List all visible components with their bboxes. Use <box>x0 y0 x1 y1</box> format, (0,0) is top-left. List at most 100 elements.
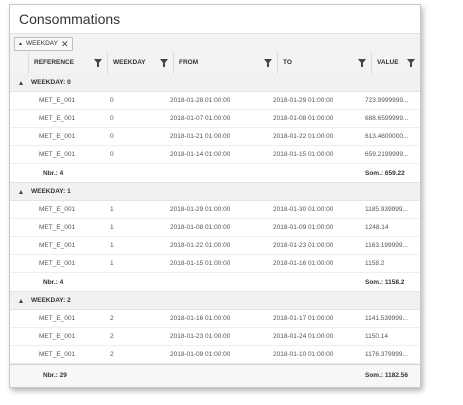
group-label: WEEKDAY: 1 <box>31 188 71 195</box>
filter-icon[interactable] <box>94 59 102 67</box>
cell-reference: MET_E_001 <box>39 333 76 340</box>
filter-icon[interactable] <box>358 59 366 67</box>
cell-weekday: 0 <box>110 97 114 104</box>
table-row[interactable]: MET_E_001 1 2018-01-29 01:00:00 2018-01-… <box>10 201 420 219</box>
cell-reference: MET_E_001 <box>39 351 76 358</box>
cell-from: 2018-01-22 01:00:00 <box>170 242 231 249</box>
cell-from: 2018-01-21 01:00:00 <box>170 133 231 140</box>
cell-value: 688.6599999... <box>365 115 409 122</box>
close-icon[interactable]: ✕ <box>60 39 69 49</box>
group-footer: Nbr.: 4 Som.: 659.22 <box>10 164 420 183</box>
cell-reference: MET_E_001 <box>39 242 76 249</box>
cell-to: 2018-01-17 01:00:00 <box>273 315 334 322</box>
column-header-from[interactable]: FROM <box>173 52 277 74</box>
table-row[interactable]: MET_E_001 1 2018-01-15 01:00:00 2018-01-… <box>10 255 420 273</box>
column-header-label: FROM <box>179 59 199 66</box>
group-chip-label: WEEKDAY <box>25 40 58 47</box>
grid-footer-count: Nbr.: 29 <box>43 372 67 379</box>
table-row[interactable]: MET_E_001 1 2018-01-22 01:00:00 2018-01-… <box>10 237 420 255</box>
sort-up-icon: ▲ <box>18 41 23 47</box>
column-header-reference[interactable]: REFERENCE <box>28 52 107 74</box>
consommations-panel: Consommations ▲ WEEKDAY ✕ REFERENCE WEEK… <box>9 4 421 388</box>
cell-from: 2018-01-16 01:00:00 <box>170 315 231 322</box>
cell-from: 2018-01-15 01:00:00 <box>170 260 231 267</box>
column-header-to[interactable]: TO <box>277 52 371 74</box>
cell-to: 2018-01-10 01:00:00 <box>273 351 334 358</box>
group-footer-count: Nbr.: 4 <box>43 170 64 177</box>
table-row[interactable]: MET_E_001 0 2018-01-14 01:00:00 2018-01-… <box>10 146 420 164</box>
cell-weekday: 0 <box>110 133 114 140</box>
cell-to: 2018-01-23 01:00:00 <box>273 242 334 249</box>
cell-value: 1185.939999... <box>365 206 408 213</box>
collapse-icon[interactable] <box>19 81 23 85</box>
cell-to: 2018-01-08 01:00:00 <box>273 115 334 122</box>
cell-reference: MET_E_001 <box>39 115 76 122</box>
cell-weekday: 1 <box>110 206 114 213</box>
grid-footer: Nbr.: 29 Som.: 1182.56 <box>10 364 420 387</box>
cell-value: 1141.539999... <box>365 315 408 322</box>
column-header-label: VALUE <box>377 59 399 66</box>
cell-weekday: 1 <box>110 224 114 231</box>
cell-value: 1158.2 <box>365 260 385 267</box>
column-header-row: REFERENCE WEEKDAY FROM TO VALUE <box>10 52 420 75</box>
group-footer-sum: Som.: 1158.2 <box>365 279 405 286</box>
cell-weekday: 1 <box>110 242 114 249</box>
cell-reference: MET_E_001 <box>39 260 76 267</box>
column-header-label: REFERENCE <box>34 59 75 66</box>
table-row[interactable]: MET_E_001 2 2018-01-23 01:00:00 2018-01-… <box>10 328 420 346</box>
cell-to: 2018-01-22 01:00:00 <box>273 133 334 140</box>
collapse-icon[interactable] <box>19 299 23 303</box>
column-header-weekday[interactable]: WEEKDAY <box>107 52 173 74</box>
cell-to: 2018-01-16 01:00:00 <box>273 260 334 267</box>
cell-to: 2018-01-29 01:00:00 <box>273 97 334 104</box>
group-footer-sum: Som.: 659.22 <box>365 170 405 177</box>
panel-title: Consommations <box>19 11 121 27</box>
table-row[interactable]: MET_E_001 1 2018-01-08 01:00:00 2018-01-… <box>10 219 420 237</box>
cell-to: 2018-01-24 01:00:00 <box>273 333 334 340</box>
cell-value: 1176.379999... <box>365 351 408 358</box>
filter-icon[interactable] <box>160 59 168 67</box>
collapse-icon[interactable] <box>19 190 23 194</box>
cell-weekday: 1 <box>110 260 114 267</box>
cell-from: 2018-01-09 01:00:00 <box>170 351 231 358</box>
cell-to: 2018-01-09 01:00:00 <box>273 224 334 231</box>
cell-from: 2018-01-23 01:00:00 <box>170 333 231 340</box>
group-row-weekday-2[interactable]: WEEKDAY: 2 <box>10 292 420 310</box>
column-header-label: WEEKDAY <box>113 59 146 66</box>
group-footer-count: Nbr.: 4 <box>43 279 64 286</box>
group-chip-weekday[interactable]: ▲ WEEKDAY ✕ <box>14 37 73 51</box>
cell-weekday: 2 <box>110 351 114 358</box>
group-footer: Nbr.: 4 Som.: 1158.2 <box>10 273 420 292</box>
cell-to: 2018-01-30 01:00:00 <box>273 206 334 213</box>
table-row[interactable]: MET_E_001 2 2018-01-16 01:00:00 2018-01-… <box>10 310 420 328</box>
cell-reference: MET_E_001 <box>39 315 76 322</box>
group-label: WEEKDAY: 0 <box>31 79 71 86</box>
cell-reference: MET_E_001 <box>39 224 76 231</box>
cell-from: 2018-01-29 01:00:00 <box>170 206 231 213</box>
table-row[interactable]: MET_E_001 0 2018-01-28 01:00:00 2018-01-… <box>10 92 420 110</box>
group-row-weekday-0[interactable]: WEEKDAY: 0 <box>10 74 420 92</box>
group-label: WEEKDAY: 2 <box>31 297 71 304</box>
filter-icon[interactable] <box>264 59 272 67</box>
group-row-weekday-1[interactable]: WEEKDAY: 1 <box>10 183 420 201</box>
cell-to: 2018-01-15 01:00:00 <box>273 151 334 158</box>
filter-icon[interactable] <box>407 59 415 67</box>
cell-value: 1163.199999... <box>365 242 408 249</box>
cell-value: 613.4600000... <box>365 133 409 140</box>
cell-value: 1150.14 <box>365 333 389 340</box>
cell-weekday: 0 <box>110 151 114 158</box>
table-row[interactable]: MET_E_001 0 2018-01-21 01:00:00 2018-01-… <box>10 128 420 146</box>
cell-from: 2018-01-07 01:00:00 <box>170 115 231 122</box>
cell-value: 723.9999999... <box>365 97 409 104</box>
cell-weekday: 2 <box>110 315 114 322</box>
cell-reference: MET_E_001 <box>39 151 76 158</box>
table-row[interactable]: MET_E_001 0 2018-01-07 01:00:00 2018-01-… <box>10 110 420 128</box>
group-panel: ▲ WEEKDAY ✕ <box>10 33 420 53</box>
cell-reference: MET_E_001 <box>39 97 76 104</box>
column-header-value[interactable]: VALUE <box>371 52 420 74</box>
cell-from: 2018-01-28 01:00:00 <box>170 97 231 104</box>
cell-weekday: 0 <box>110 115 114 122</box>
cell-from: 2018-01-08 01:00:00 <box>170 224 231 231</box>
table-row[interactable]: MET_E_001 2 2018-01-09 01:00:00 2018-01-… <box>10 346 420 364</box>
cell-from: 2018-01-14 01:00:00 <box>170 151 231 158</box>
